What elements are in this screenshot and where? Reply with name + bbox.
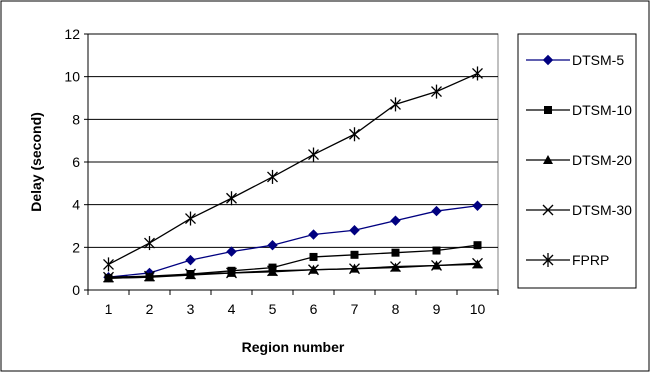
y-tick-label: 6 bbox=[72, 154, 80, 170]
data-point bbox=[472, 200, 483, 211]
legend-label: FPRP bbox=[572, 252, 609, 268]
x-tick-label: 4 bbox=[228, 301, 236, 317]
data-point bbox=[390, 215, 401, 226]
y-tick-label: 12 bbox=[64, 26, 80, 42]
legend-label: DTSM-30 bbox=[572, 202, 632, 218]
x-tick-label: 6 bbox=[310, 301, 318, 317]
data-point bbox=[431, 84, 442, 99]
legend-marker bbox=[543, 155, 553, 164]
legend-item: FPRP bbox=[526, 252, 609, 268]
legend-marker bbox=[542, 204, 554, 216]
data-point bbox=[267, 239, 278, 251]
data-point bbox=[431, 260, 442, 271]
legend-item: DTSM-30 bbox=[526, 202, 632, 218]
series-line bbox=[108, 205, 478, 278]
x-tick-label: 8 bbox=[392, 301, 400, 317]
data-point bbox=[432, 246, 441, 255]
x-tick-label: 1 bbox=[105, 301, 113, 317]
data-point bbox=[226, 246, 237, 257]
data-point bbox=[226, 191, 237, 206]
series-fprp bbox=[103, 66, 483, 272]
x-tick-label: 10 bbox=[470, 301, 486, 317]
x-tick-label: 9 bbox=[433, 301, 441, 317]
series-layer bbox=[103, 66, 483, 283]
data-point bbox=[144, 236, 155, 251]
series-dtsm-30 bbox=[103, 257, 483, 283]
data-point bbox=[309, 252, 318, 261]
data-point bbox=[103, 271, 114, 283]
data-point bbox=[144, 270, 155, 282]
data-point bbox=[349, 225, 360, 236]
data-point bbox=[226, 267, 237, 279]
data-point bbox=[308, 264, 319, 276]
gridlines bbox=[88, 33, 498, 248]
legend-marker bbox=[542, 54, 554, 66]
legend-marker bbox=[544, 106, 552, 114]
x-tick-label: 2 bbox=[146, 301, 154, 317]
data-point bbox=[308, 229, 319, 240]
y-tick-label: 4 bbox=[72, 197, 80, 213]
y-tick-label: 10 bbox=[64, 69, 80, 85]
series-line bbox=[108, 262, 478, 278]
x-tick-label: 3 bbox=[187, 301, 195, 317]
x-tick-label: 5 bbox=[269, 301, 277, 317]
data-point bbox=[390, 97, 401, 112]
y-tick-label: 2 bbox=[72, 239, 80, 255]
legend-label: DTSM-10 bbox=[572, 102, 632, 118]
legend-label: DTSM-20 bbox=[572, 152, 632, 168]
data-point bbox=[185, 254, 196, 266]
data-point bbox=[431, 205, 442, 217]
data-point bbox=[472, 257, 483, 269]
y-axis-title: Delay (second) bbox=[28, 112, 44, 212]
data-point bbox=[349, 127, 360, 142]
legend-frame bbox=[517, 33, 637, 289]
data-point bbox=[349, 263, 360, 275]
data-point bbox=[391, 248, 400, 257]
series-line bbox=[108, 72, 478, 265]
data-point bbox=[267, 169, 278, 184]
y-tick-label: 8 bbox=[72, 111, 80, 127]
legend-label: DTSM-5 bbox=[572, 52, 624, 68]
legend-item: DTSM-20 bbox=[526, 152, 632, 168]
data-point bbox=[185, 211, 196, 226]
x-tick-label: 7 bbox=[351, 301, 359, 317]
data-point bbox=[472, 66, 483, 81]
legend: DTSM-5 DTSM-10 DTSM-20 DTSM-30 FPRP bbox=[517, 33, 637, 289]
legend-marker bbox=[542, 253, 554, 267]
data-point bbox=[390, 261, 401, 272]
y-tick-label: 0 bbox=[72, 282, 80, 298]
data-point bbox=[308, 147, 319, 162]
legend-item: DTSM-5 bbox=[526, 52, 624, 68]
data-point bbox=[185, 268, 196, 280]
data-point bbox=[267, 265, 278, 277]
legend-item: DTSM-10 bbox=[526, 102, 632, 118]
data-point bbox=[103, 257, 114, 272]
data-point bbox=[350, 250, 359, 259]
data-point bbox=[473, 241, 482, 250]
x-axis-title: Region number bbox=[242, 339, 345, 355]
